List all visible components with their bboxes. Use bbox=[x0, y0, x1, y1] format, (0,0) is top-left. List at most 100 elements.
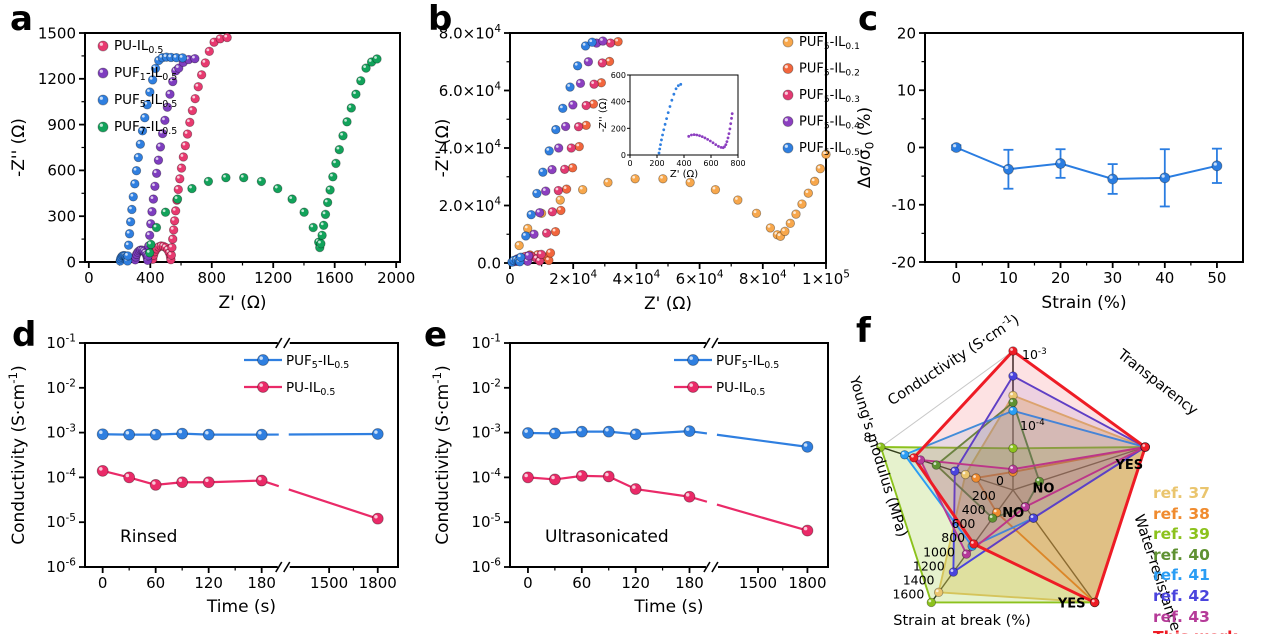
data-point-highlight bbox=[324, 199, 328, 203]
radar-legend-item: This work bbox=[1153, 627, 1237, 634]
data-point-highlight bbox=[989, 515, 993, 518]
data-point-highlight bbox=[258, 178, 262, 182]
radar-legend-item: ref. 41 bbox=[1153, 566, 1210, 585]
data-point-highlight bbox=[205, 430, 209, 435]
data-point bbox=[581, 100, 591, 111]
data-point bbox=[971, 473, 981, 483]
inset-data-point bbox=[730, 116, 733, 120]
radar-axis-title: Strain at break (%) bbox=[893, 613, 1031, 629]
data-point bbox=[815, 163, 826, 174]
data-point-highlight bbox=[784, 144, 788, 148]
data-point bbox=[572, 61, 583, 71]
data-point-highlight bbox=[963, 551, 967, 554]
inset-data-point bbox=[714, 143, 718, 147]
data-point bbox=[200, 58, 211, 68]
legend-label: PUF5-IL0.3 bbox=[799, 88, 860, 105]
x-tick-label: 0 bbox=[523, 574, 533, 592]
data-point bbox=[801, 524, 814, 537]
data-point bbox=[782, 89, 794, 101]
data-point bbox=[550, 226, 561, 237]
data-point-highlight bbox=[202, 60, 206, 63]
data-point bbox=[255, 428, 268, 441]
data-point bbox=[782, 63, 794, 74]
data-point-highlight bbox=[735, 197, 738, 200]
data-point-highlight bbox=[127, 218, 131, 222]
data-point bbox=[547, 207, 558, 217]
data-point bbox=[131, 166, 142, 176]
x-tick-label: 1500 bbox=[739, 574, 777, 592]
data-point bbox=[574, 141, 584, 152]
data-point bbox=[196, 70, 207, 80]
radar-series-ref42 bbox=[952, 375, 1147, 574]
data-point-highlight bbox=[195, 83, 199, 87]
data-point bbox=[1028, 513, 1039, 523]
data-point bbox=[545, 248, 556, 258]
data-point bbox=[573, 122, 584, 132]
data-point bbox=[1008, 464, 1018, 474]
data-point bbox=[153, 155, 164, 165]
radar-tick-label: 8 bbox=[864, 429, 872, 444]
data-point-highlight bbox=[553, 126, 556, 130]
radar-tick-label: YES bbox=[1057, 596, 1086, 611]
data-point bbox=[575, 425, 588, 438]
axis-break-gap bbox=[705, 339, 718, 347]
data-point-highlight bbox=[198, 71, 202, 75]
inset-data-point bbox=[692, 133, 696, 137]
data-point bbox=[328, 172, 338, 182]
data-point-highlight bbox=[318, 240, 321, 244]
inset-data-point bbox=[728, 127, 732, 131]
data-point-highlight bbox=[540, 169, 543, 173]
plot-e: 0 60 120 180 1500 1800 10-1 10-2 10-3 10-4 10-5 10-… bbox=[430, 333, 829, 617]
data-point-highlight bbox=[363, 65, 366, 68]
data-point-highlight bbox=[129, 206, 132, 210]
data-point-highlight bbox=[240, 174, 244, 178]
radar-tick-label: 1400 bbox=[903, 572, 935, 587]
data-point-highlight bbox=[1030, 515, 1034, 518]
data-point bbox=[560, 121, 571, 132]
data-point bbox=[1003, 163, 1014, 175]
x-tick-label: 800 bbox=[197, 269, 226, 287]
data-point-highlight bbox=[319, 232, 323, 236]
data-point-highlight bbox=[917, 457, 921, 460]
data-point-highlight bbox=[911, 454, 914, 458]
data-point-highlight bbox=[933, 462, 937, 465]
axis-break-slash bbox=[275, 337, 283, 349]
data-point-highlight bbox=[549, 166, 552, 170]
data-point-highlight bbox=[171, 217, 175, 221]
data-point bbox=[144, 230, 155, 240]
data-point-highlight bbox=[567, 84, 570, 87]
radar-tick-label: NO bbox=[1002, 506, 1024, 521]
data-point bbox=[316, 238, 326, 249]
inset-data-point bbox=[659, 143, 662, 147]
legend-label: PU-IL0.5 bbox=[716, 380, 765, 398]
data-point-highlight bbox=[787, 220, 791, 224]
axis-break-gap bbox=[277, 339, 290, 347]
data-point bbox=[175, 174, 185, 184]
data-point bbox=[797, 199, 807, 209]
data-line bbox=[635, 487, 690, 498]
radar-legend-item: ref. 42 bbox=[1153, 586, 1210, 605]
y-tick-label: 0 bbox=[906, 139, 916, 157]
data-point bbox=[535, 207, 545, 218]
data-point bbox=[331, 158, 341, 169]
data-point-highlight bbox=[179, 55, 183, 58]
data-point bbox=[320, 209, 331, 220]
data-point-highlight bbox=[901, 451, 905, 455]
data-point-highlight bbox=[928, 599, 932, 603]
inset-data-point bbox=[666, 111, 670, 114]
data-point-highlight bbox=[1010, 407, 1013, 411]
data-point bbox=[597, 58, 607, 68]
data-point-highlight bbox=[155, 57, 159, 61]
radar-legend-item: ref. 43 bbox=[1153, 607, 1210, 626]
data-point bbox=[147, 206, 157, 217]
data-point bbox=[589, 79, 599, 89]
data-point bbox=[948, 567, 959, 577]
data-point-highlight bbox=[1091, 599, 1095, 603]
data-point bbox=[123, 428, 136, 441]
data-point-highlight bbox=[162, 117, 165, 121]
data-point-highlight bbox=[570, 101, 573, 105]
data-point bbox=[522, 471, 534, 484]
x-tick-label: 8×104 bbox=[739, 269, 787, 288]
data-point bbox=[222, 32, 232, 43]
data-point bbox=[127, 204, 137, 215]
